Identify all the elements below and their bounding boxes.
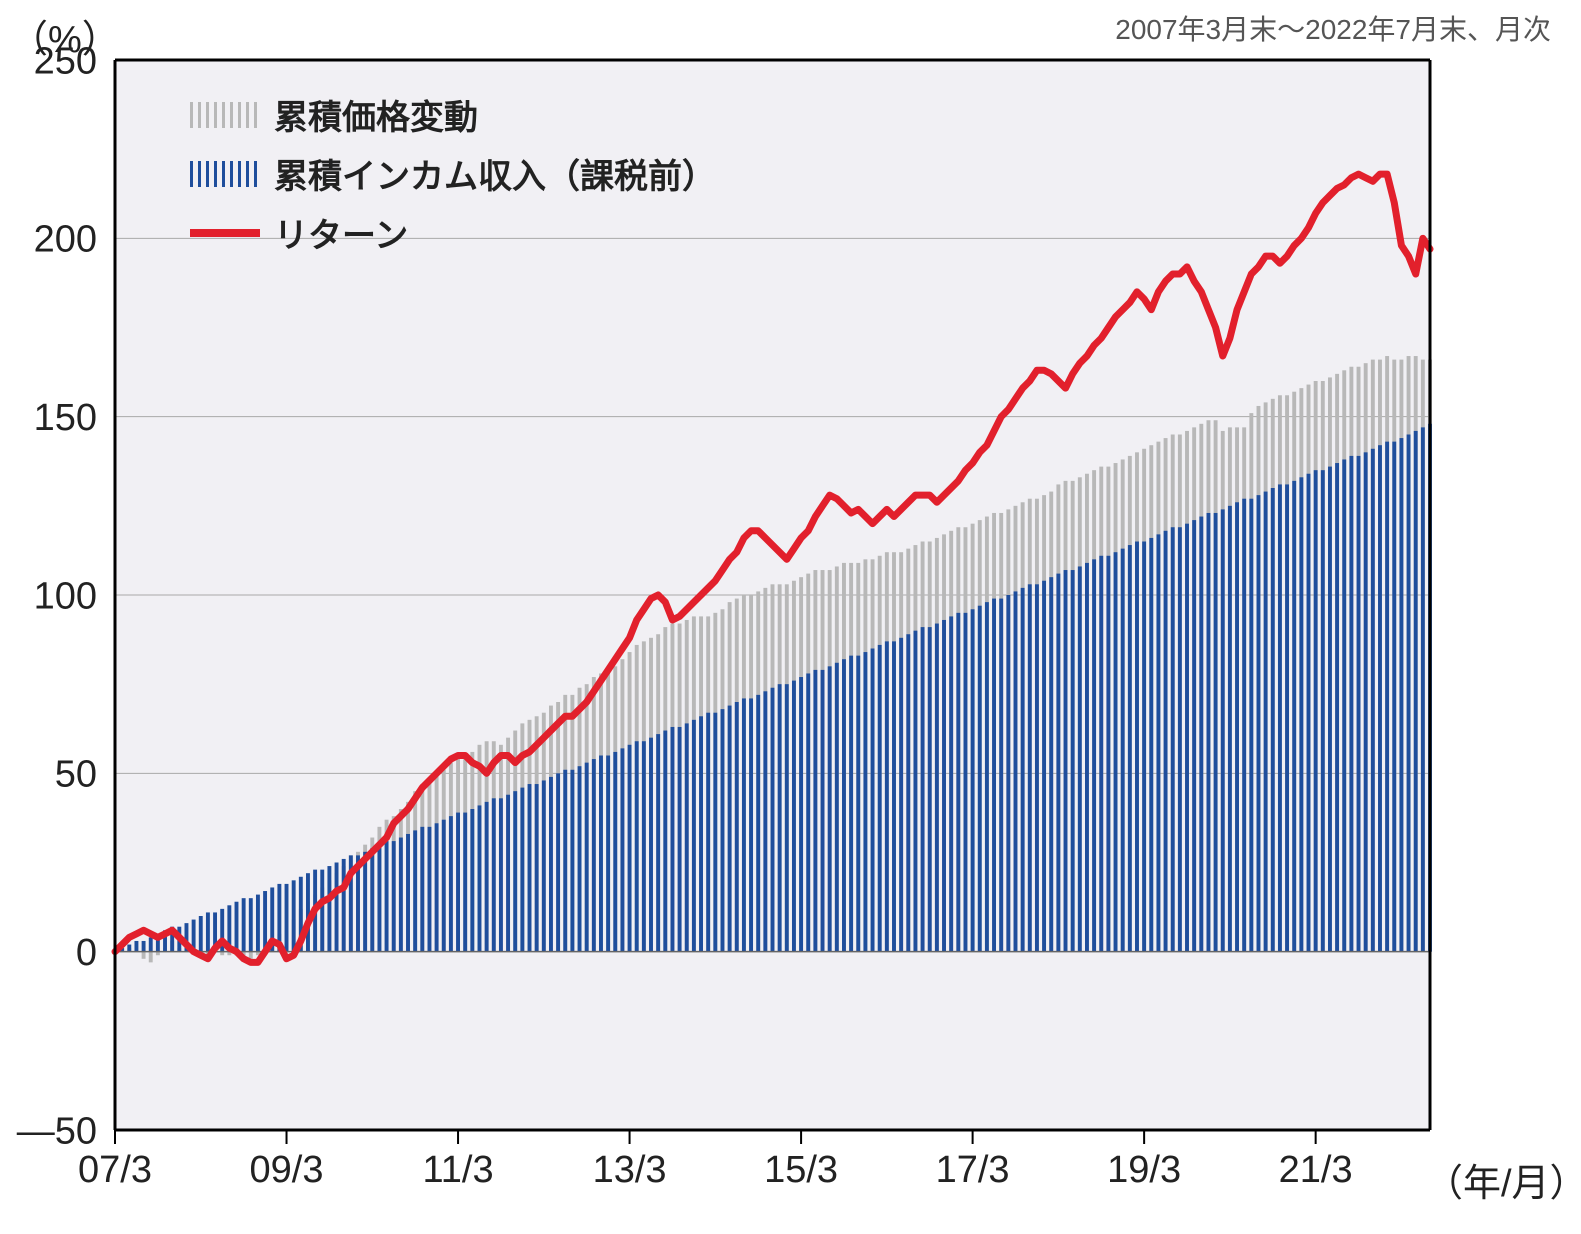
- legend-row-income: 累積インカム収入（課税前）: [190, 149, 716, 198]
- legend-label-income: 累積インカム収入（課税前）: [274, 149, 716, 198]
- chart-container: 2007年3月末～2022年7月末、月次 —500501001502002500…: [0, 0, 1581, 1234]
- legend-swatch-price: [190, 102, 260, 128]
- svg-text:11/3: 11/3: [422, 1149, 493, 1191]
- legend-swatch-income: [190, 161, 260, 187]
- legend-swatch-return: [190, 220, 260, 246]
- legend-row-price: 累積価格変動: [190, 90, 716, 139]
- y-axis-unit-label: （%）: [10, 8, 120, 63]
- svg-text:150: 150: [34, 397, 97, 439]
- svg-text:19/3: 19/3: [1107, 1149, 1181, 1191]
- legend-label-price: 累積価格変動: [274, 90, 478, 139]
- svg-text:—50: —50: [17, 1110, 97, 1152]
- legend-label-return: リターン: [274, 208, 408, 257]
- legend-row-return: リターン: [190, 208, 716, 257]
- legend: 累積価格変動 累積インカム収入（課税前） リターン: [190, 90, 716, 257]
- svg-text:100: 100: [34, 575, 97, 617]
- svg-text:200: 200: [34, 219, 97, 261]
- svg-text:15/3: 15/3: [764, 1149, 838, 1191]
- svg-text:07/3: 07/3: [78, 1149, 152, 1191]
- svg-text:17/3: 17/3: [936, 1149, 1010, 1191]
- svg-text:21/3: 21/3: [1279, 1149, 1353, 1191]
- svg-text:50: 50: [55, 754, 97, 796]
- x-axis-unit-label: （年/月）: [1425, 1152, 1581, 1207]
- svg-text:13/3: 13/3: [593, 1149, 667, 1191]
- svg-text:09/3: 09/3: [250, 1149, 324, 1191]
- chart-subtitle: 2007年3月末～2022年7月末、月次: [1115, 8, 1551, 48]
- svg-text:0: 0: [76, 932, 97, 974]
